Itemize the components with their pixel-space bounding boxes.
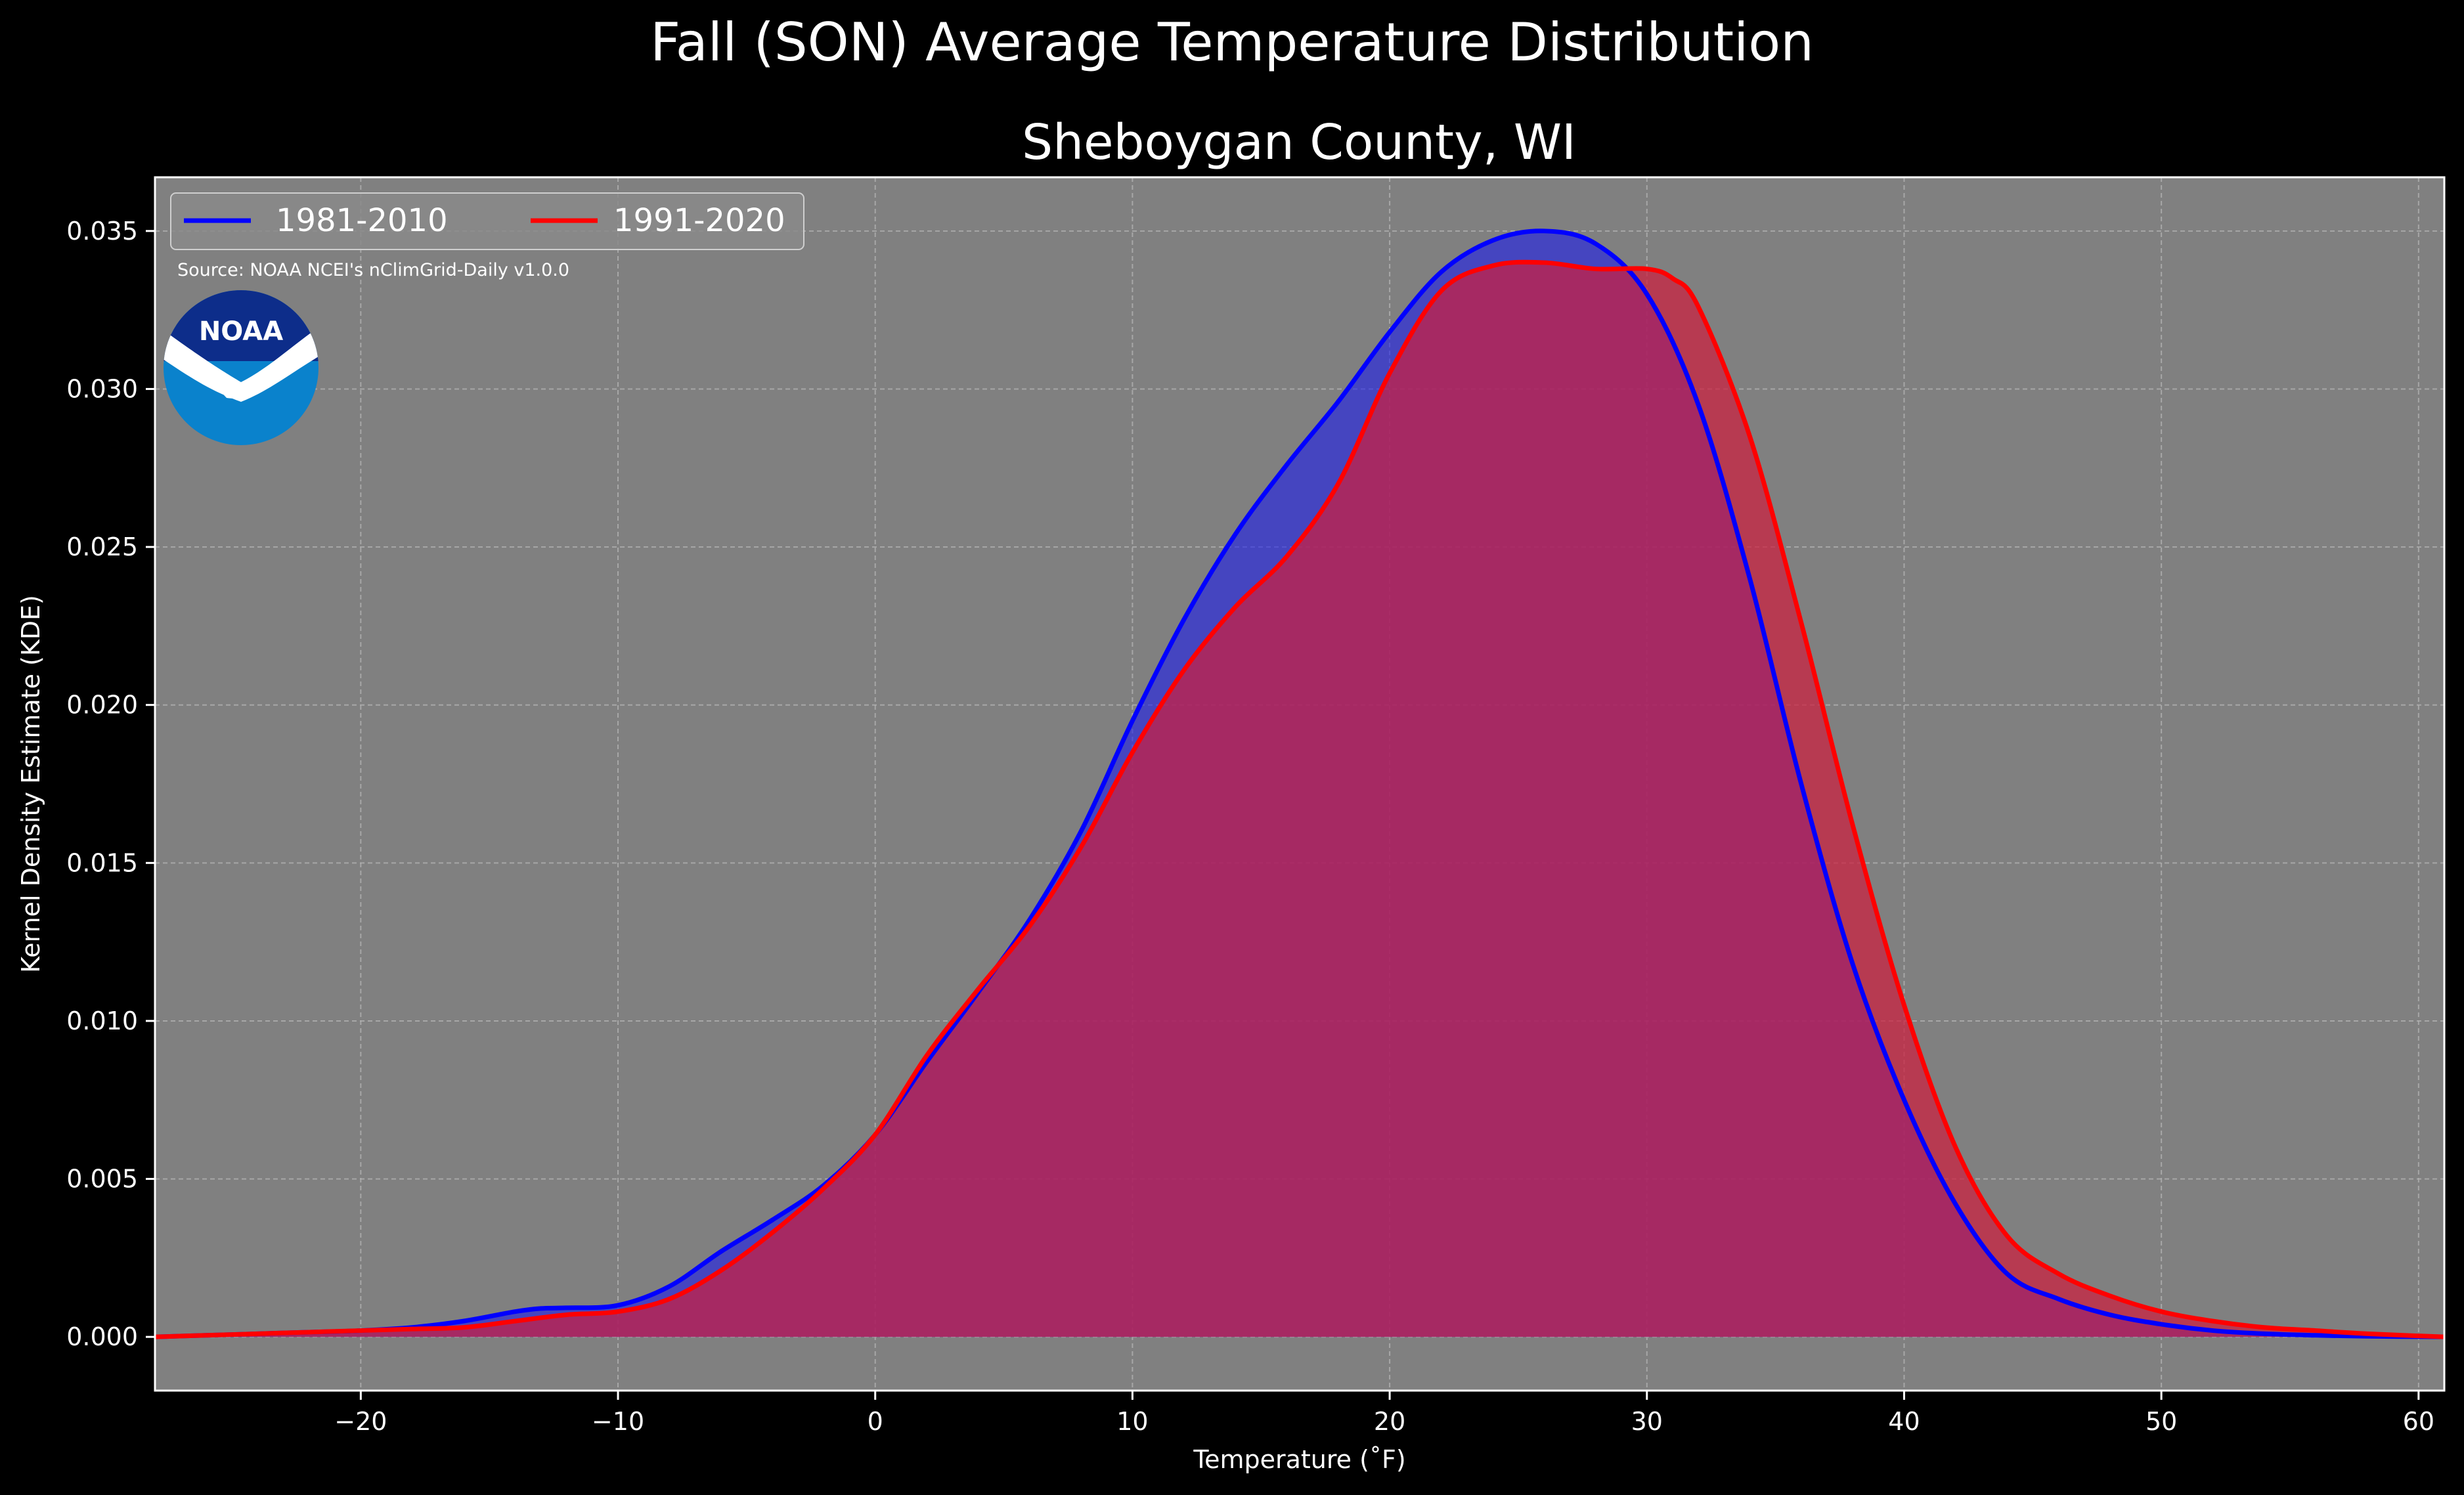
x-axis-label: Temperature (˚F) xyxy=(1193,1445,1405,1474)
chart-title: Fall (SON) Average Temperature Distribut… xyxy=(650,12,1814,73)
plot-frame xyxy=(154,176,2446,1392)
y-tick-label: 0.010 xyxy=(66,1007,138,1035)
y-tick-label: 0.000 xyxy=(66,1322,138,1351)
series-lines xyxy=(155,228,2444,1339)
legend: 1981-2010 1991-2020 xyxy=(170,192,804,250)
y-axis-ticks: 0.000 0.005 0.010 0.015 0.020 0.025 0.030 0.035 xyxy=(66,217,155,1351)
x-tick-label: −10 xyxy=(592,1407,644,1436)
x-tick-label: 30 xyxy=(1631,1407,1663,1436)
x-tick-label: 60 xyxy=(2403,1407,2434,1436)
y-tick-label: 0.005 xyxy=(66,1165,138,1194)
y-tick-label: 0.035 xyxy=(66,217,138,246)
chart-subtitle: Sheboygan County, WI xyxy=(1022,114,1576,171)
legend-label-1991-2020: 1991-2020 xyxy=(613,202,785,239)
legend-box xyxy=(170,192,804,250)
noaa-logo-text: NOAA xyxy=(199,316,283,347)
y-tick-label: 0.030 xyxy=(66,374,138,403)
x-tick-label: 40 xyxy=(1888,1407,1920,1436)
x-tick-label: 50 xyxy=(2145,1407,2177,1436)
x-tick-label: −20 xyxy=(334,1407,387,1436)
series-fills xyxy=(155,230,2444,1337)
source-note: Source: NOAA NCEI's nClimGrid-Daily v1.0… xyxy=(177,260,569,280)
series-line-1991-2020 xyxy=(155,259,2444,1339)
y-tick-label: 0.015 xyxy=(66,848,138,877)
x-tick-label: 20 xyxy=(1374,1407,1405,1436)
x-axis-ticks: −20 −10 0 10 20 30 40 50 60 xyxy=(334,1391,2434,1436)
x-tick-label: 0 xyxy=(868,1407,883,1436)
x-tick-label: 10 xyxy=(1116,1407,1148,1436)
legend-label-1981-2010: 1981-2010 xyxy=(276,202,448,239)
y-tick-label: 0.020 xyxy=(66,691,138,720)
series-line-1981-2010 xyxy=(155,228,2444,1339)
series-area-1991-2020 xyxy=(155,262,2444,1337)
y-tick-label: 0.025 xyxy=(66,532,138,561)
y-axis-label: Kernel Density Estimate (KDE) xyxy=(16,595,45,973)
